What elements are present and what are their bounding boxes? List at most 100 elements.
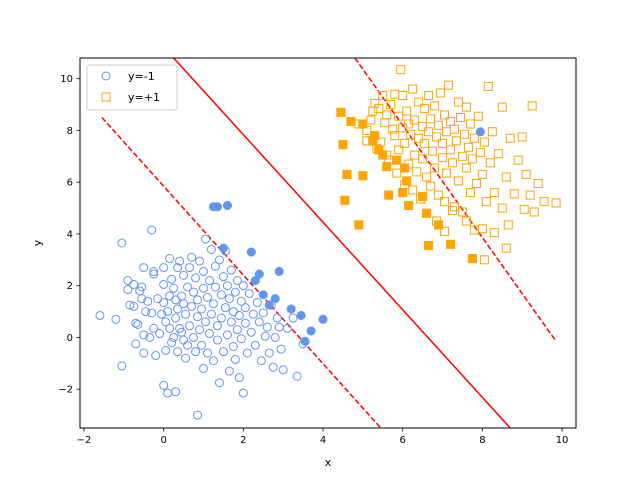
- data-point: [392, 155, 402, 165]
- data-point: [374, 103, 384, 113]
- data-point: [173, 347, 183, 357]
- y-axis-title: y: [31, 239, 44, 246]
- data-point: [256, 356, 266, 366]
- data-point: [519, 204, 529, 214]
- data-point: [428, 146, 438, 156]
- data-point: [157, 309, 167, 319]
- data-point: [424, 127, 434, 137]
- data-point: [218, 272, 228, 282]
- y-tick-label: 8: [67, 126, 73, 137]
- data-point: [465, 188, 475, 198]
- data-point: [479, 137, 489, 147]
- data-point: [336, 107, 346, 117]
- data-point: [181, 353, 191, 363]
- data-point: [430, 163, 440, 173]
- data-point: [224, 366, 234, 376]
- data-point: [467, 253, 477, 264]
- data-point: [398, 187, 408, 198]
- data-point: [149, 323, 159, 333]
- data-point: [248, 309, 258, 319]
- data-point: [133, 320, 143, 330]
- data-point: [129, 279, 139, 289]
- data-point: [262, 322, 272, 332]
- data-point: [147, 308, 157, 318]
- data-point: [222, 281, 232, 291]
- data-point: [422, 208, 432, 218]
- data-point: [147, 225, 157, 235]
- data-point: [169, 283, 179, 293]
- margin-upper-line: [354, 58, 557, 342]
- data-point: [525, 190, 535, 200]
- data-point: [402, 176, 412, 186]
- data-point: [187, 252, 197, 262]
- x-tick-label: 4: [320, 435, 326, 446]
- data-point: [444, 80, 454, 90]
- data-point: [296, 310, 306, 320]
- data-point: [200, 317, 210, 327]
- data-point: [414, 97, 424, 107]
- data-point: [232, 325, 242, 335]
- data-point: [424, 91, 434, 101]
- data-point: [258, 308, 268, 318]
- data-point: [187, 301, 197, 311]
- data-point: [487, 127, 497, 137]
- data-point: [167, 274, 177, 284]
- data-point: [95, 310, 105, 320]
- data-point: [489, 188, 499, 198]
- data-point: [527, 101, 537, 111]
- data-point: [246, 247, 256, 257]
- data-point: [206, 244, 216, 254]
- data-point: [551, 198, 561, 208]
- data-point: [346, 116, 356, 126]
- data-point: [149, 266, 159, 276]
- data-point: [493, 149, 503, 159]
- data-point: [258, 290, 268, 300]
- data-point: [292, 371, 302, 381]
- data-point: [254, 317, 264, 327]
- data-point: [214, 378, 224, 388]
- data-point: [236, 334, 246, 344]
- data-point: [422, 172, 432, 182]
- y-tick-label: 2: [67, 281, 73, 292]
- data-point: [234, 373, 244, 383]
- data-point: [169, 332, 179, 342]
- data-point: [473, 111, 483, 121]
- data-point: [388, 124, 398, 134]
- data-point: [220, 303, 230, 313]
- data-point: [204, 329, 214, 339]
- data-point: [204, 276, 214, 286]
- data-point: [240, 303, 250, 313]
- data-point: [539, 197, 549, 207]
- data-point: [189, 287, 199, 297]
- data-point: [193, 295, 203, 305]
- data-point: [404, 200, 414, 211]
- data-point: [446, 145, 456, 155]
- plot-frame: [79, 57, 577, 429]
- data-point: [165, 323, 175, 333]
- data-point: [475, 127, 485, 137]
- data-point: [420, 103, 430, 113]
- data-point: [139, 330, 149, 340]
- data-point: [521, 169, 531, 179]
- data-point: [418, 191, 428, 201]
- data-point: [503, 220, 513, 230]
- data-point: [272, 313, 282, 323]
- data-point: [342, 169, 352, 179]
- data-point: [420, 138, 430, 148]
- data-point: [238, 281, 248, 291]
- data-point: [212, 321, 222, 331]
- data-point: [189, 332, 199, 342]
- data-point: [463, 142, 473, 152]
- data-point: [398, 91, 408, 101]
- data-point: [183, 282, 193, 292]
- data-point: [306, 326, 316, 336]
- data-point: [260, 331, 270, 341]
- data-point: [447, 206, 457, 216]
- data-point: [218, 347, 228, 357]
- data-point: [199, 363, 209, 373]
- data-point: [149, 269, 159, 279]
- data-point: [453, 97, 463, 107]
- data-point: [453, 176, 463, 186]
- data-point: [202, 348, 212, 358]
